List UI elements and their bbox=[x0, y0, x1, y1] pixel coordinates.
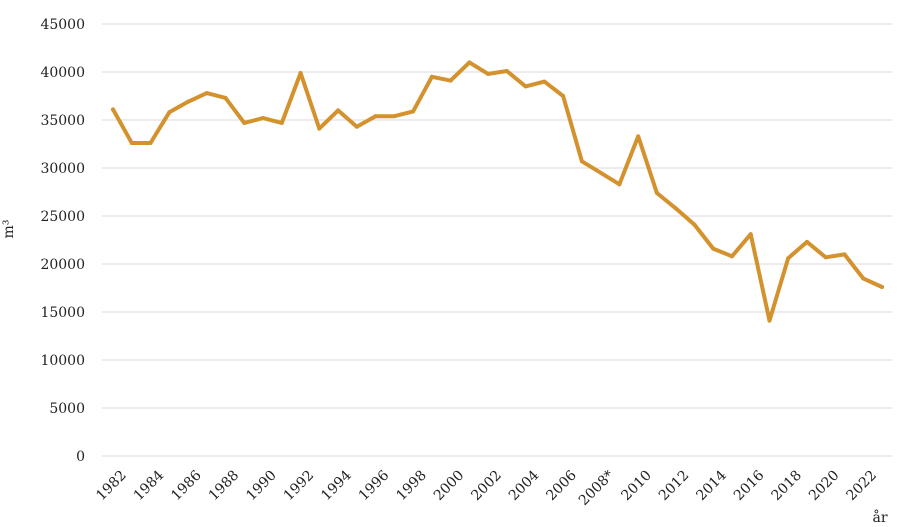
y-tick-label: 30000 bbox=[40, 161, 85, 177]
x-tick-label: 2008* bbox=[576, 467, 617, 508]
y-tick-label: 20000 bbox=[40, 257, 85, 273]
x-tick-label: 2020 bbox=[806, 467, 843, 504]
data-point bbox=[167, 110, 172, 115]
data-point bbox=[542, 79, 547, 84]
data-point bbox=[673, 206, 678, 211]
y-tick-label: 5000 bbox=[49, 401, 85, 417]
y-tick-label: 45000 bbox=[40, 17, 85, 33]
data-point bbox=[354, 124, 359, 129]
data-point bbox=[148, 141, 153, 146]
x-tick-label: 2010 bbox=[618, 467, 655, 504]
data-point bbox=[767, 318, 772, 323]
data-point bbox=[373, 114, 378, 119]
y-tick-label: 15000 bbox=[40, 305, 85, 321]
x-tick-label: 1984 bbox=[131, 467, 168, 504]
x-tick-label: 1982 bbox=[93, 467, 130, 504]
y-tick-label: 0 bbox=[76, 449, 85, 465]
x-tick-label: 2012 bbox=[656, 467, 693, 504]
data-point bbox=[636, 134, 641, 139]
data-point bbox=[880, 285, 884, 290]
x-tick-label: 2018 bbox=[768, 467, 805, 504]
data-point bbox=[336, 108, 341, 113]
data-point bbox=[504, 69, 509, 74]
series-layer bbox=[111, 60, 884, 323]
data-point bbox=[111, 107, 115, 112]
y-tick-label: 25000 bbox=[40, 209, 85, 225]
data-point bbox=[561, 94, 566, 98]
data-point bbox=[729, 254, 734, 259]
x-tick-label: 1998 bbox=[393, 467, 430, 504]
x-tick-label: 2014 bbox=[693, 467, 730, 504]
x-tick-label: 2000 bbox=[431, 467, 468, 504]
data-point bbox=[598, 170, 603, 175]
data-point bbox=[711, 246, 716, 251]
data-point bbox=[129, 141, 134, 146]
x-tick-label: 2022 bbox=[843, 467, 880, 504]
y-tick-label: 10000 bbox=[40, 353, 85, 369]
x-tick-label: 2016 bbox=[731, 467, 768, 504]
data-point bbox=[786, 256, 791, 261]
x-tick-label: 2002 bbox=[468, 467, 505, 504]
data-point bbox=[823, 255, 828, 260]
data-point bbox=[692, 222, 697, 227]
grid-lines bbox=[102, 23, 892, 457]
data-point bbox=[242, 120, 247, 125]
data-point bbox=[261, 116, 266, 121]
x-tick-label: 1986 bbox=[168, 467, 205, 504]
x-axis-label: år bbox=[872, 509, 887, 526]
data-point bbox=[279, 120, 284, 125]
x-tick-label: 1992 bbox=[281, 467, 318, 504]
x-tick-label: 1988 bbox=[206, 467, 243, 504]
data-point bbox=[467, 60, 472, 65]
x-tick-label: 1994 bbox=[318, 467, 355, 504]
data-point bbox=[842, 252, 847, 257]
y-tick-label: 40000 bbox=[40, 65, 85, 81]
data-point bbox=[448, 78, 453, 83]
y-axis-ticks: 0 5000 10000 15000 20000 25000 30000 35000 40000… bbox=[40, 17, 85, 465]
data-point bbox=[654, 190, 659, 195]
data-point bbox=[804, 239, 809, 244]
data-point bbox=[429, 74, 434, 79]
data-point bbox=[204, 91, 209, 96]
data-point bbox=[748, 232, 753, 237]
data-point bbox=[579, 159, 584, 164]
y-axis-label: m³ bbox=[1, 220, 17, 239]
data-point bbox=[523, 84, 528, 89]
data-point bbox=[317, 126, 322, 131]
data-point bbox=[223, 95, 228, 100]
data-point bbox=[186, 99, 191, 104]
x-tick-label: 2006 bbox=[543, 467, 580, 504]
x-axis-ticks: 1982 1984 1986 1988 1990 1992 1994 1996 1998 2000… bbox=[93, 467, 880, 509]
data-point bbox=[411, 109, 416, 114]
data-point bbox=[298, 70, 303, 75]
data-point bbox=[392, 114, 397, 119]
data-point bbox=[486, 71, 491, 76]
data-point bbox=[861, 276, 866, 281]
x-tick-label: 1990 bbox=[243, 467, 280, 504]
y-tick-label: 35000 bbox=[40, 113, 85, 129]
data-point bbox=[617, 182, 622, 187]
x-tick-label: 2004 bbox=[506, 467, 543, 504]
x-tick-label: 1996 bbox=[356, 467, 393, 504]
series-line bbox=[111, 60, 884, 323]
